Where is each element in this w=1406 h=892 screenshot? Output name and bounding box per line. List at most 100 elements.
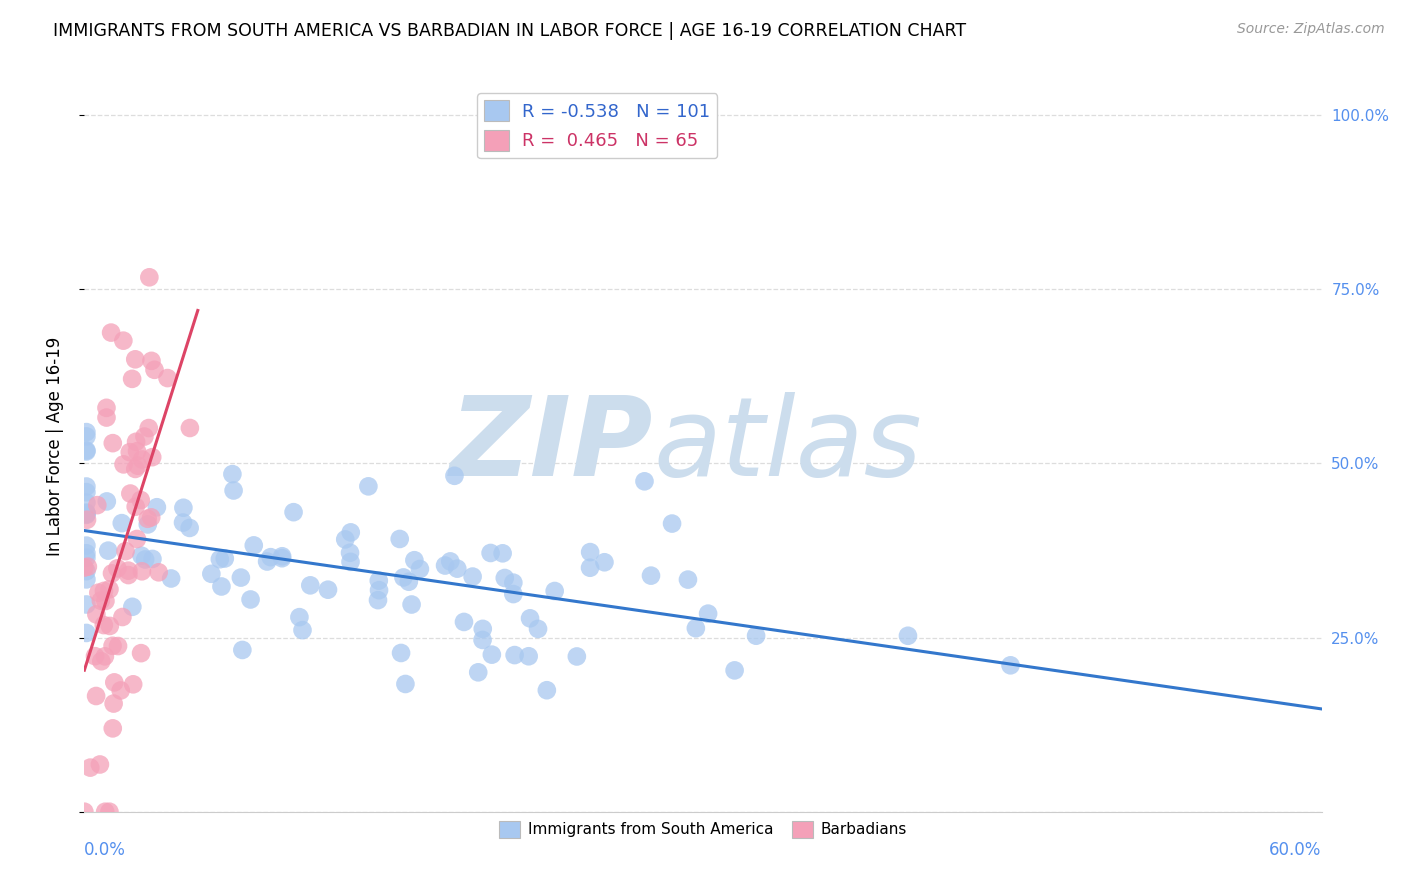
Point	[401, 598, 423, 612]
Point	[271, 551, 294, 566]
Point	[461, 569, 484, 583]
Point	[676, 573, 699, 587]
Point	[339, 555, 361, 569]
Point	[685, 621, 707, 635]
Point	[208, 552, 231, 566]
Point	[398, 574, 420, 589]
Point	[271, 549, 294, 564]
Point	[409, 562, 432, 576]
Point	[404, 553, 426, 567]
Point	[98, 619, 121, 633]
Point	[143, 363, 166, 377]
Point	[453, 615, 475, 629]
Point	[75, 508, 97, 522]
Point	[179, 521, 201, 535]
Point	[129, 646, 152, 660]
Point	[101, 566, 124, 581]
Point	[134, 429, 156, 443]
Point	[141, 450, 163, 465]
Point	[75, 425, 97, 439]
Point	[125, 500, 148, 514]
Point	[527, 622, 550, 636]
Point	[120, 486, 142, 500]
Point	[481, 648, 503, 662]
Point	[127, 458, 149, 473]
Point	[96, 410, 118, 425]
Point	[335, 533, 357, 547]
Point	[84, 689, 107, 703]
Point	[93, 583, 115, 598]
Point	[156, 371, 179, 385]
Point	[125, 532, 148, 546]
Point	[392, 570, 415, 584]
Point	[479, 546, 502, 560]
Point	[697, 607, 720, 621]
Point	[367, 574, 389, 588]
Point	[96, 401, 118, 415]
Point	[222, 483, 245, 498]
Point	[138, 421, 160, 435]
Point	[136, 517, 159, 532]
Point	[114, 544, 136, 558]
Point	[517, 649, 540, 664]
Point	[73, 560, 96, 574]
Point	[467, 665, 489, 680]
Point	[256, 555, 278, 569]
Point	[368, 583, 391, 598]
Point	[75, 539, 97, 553]
Point	[112, 458, 135, 472]
Point	[544, 584, 567, 599]
Point	[593, 555, 616, 569]
Point	[723, 664, 745, 678]
Point	[471, 632, 494, 647]
Point	[148, 566, 170, 580]
Point	[94, 805, 117, 819]
Point	[434, 558, 457, 573]
Point	[94, 594, 117, 608]
Point	[111, 516, 134, 530]
Point	[75, 598, 97, 612]
Point	[231, 643, 253, 657]
Point	[131, 452, 153, 467]
Point	[131, 564, 153, 578]
Point	[316, 582, 339, 597]
Point	[640, 568, 662, 582]
Point	[86, 498, 108, 512]
Point	[579, 560, 602, 574]
Point	[141, 354, 163, 368]
Point	[283, 505, 305, 519]
Point	[90, 593, 112, 607]
Point	[299, 578, 322, 592]
Point	[107, 561, 129, 575]
Point	[288, 610, 311, 624]
Point	[136, 512, 159, 526]
Point	[536, 683, 558, 698]
Point	[367, 593, 389, 607]
Point	[339, 525, 361, 540]
Point	[129, 493, 152, 508]
Point	[75, 506, 97, 520]
Point	[446, 562, 468, 576]
Point	[471, 622, 494, 636]
Point	[146, 500, 169, 515]
Point	[502, 575, 524, 590]
Point	[179, 421, 201, 435]
Point	[125, 434, 148, 449]
Point	[141, 510, 163, 524]
Point	[491, 546, 513, 560]
Point	[101, 436, 124, 450]
Point	[1000, 658, 1022, 673]
Point	[897, 629, 920, 643]
Point	[565, 649, 588, 664]
Point	[239, 592, 262, 607]
Point	[94, 649, 117, 664]
Point	[160, 572, 183, 586]
Point	[73, 805, 96, 819]
Point	[200, 566, 222, 581]
Point	[98, 805, 121, 819]
Point	[111, 610, 134, 624]
Point	[388, 532, 411, 546]
Point	[75, 626, 97, 640]
Point	[117, 568, 139, 582]
Point	[339, 546, 361, 560]
